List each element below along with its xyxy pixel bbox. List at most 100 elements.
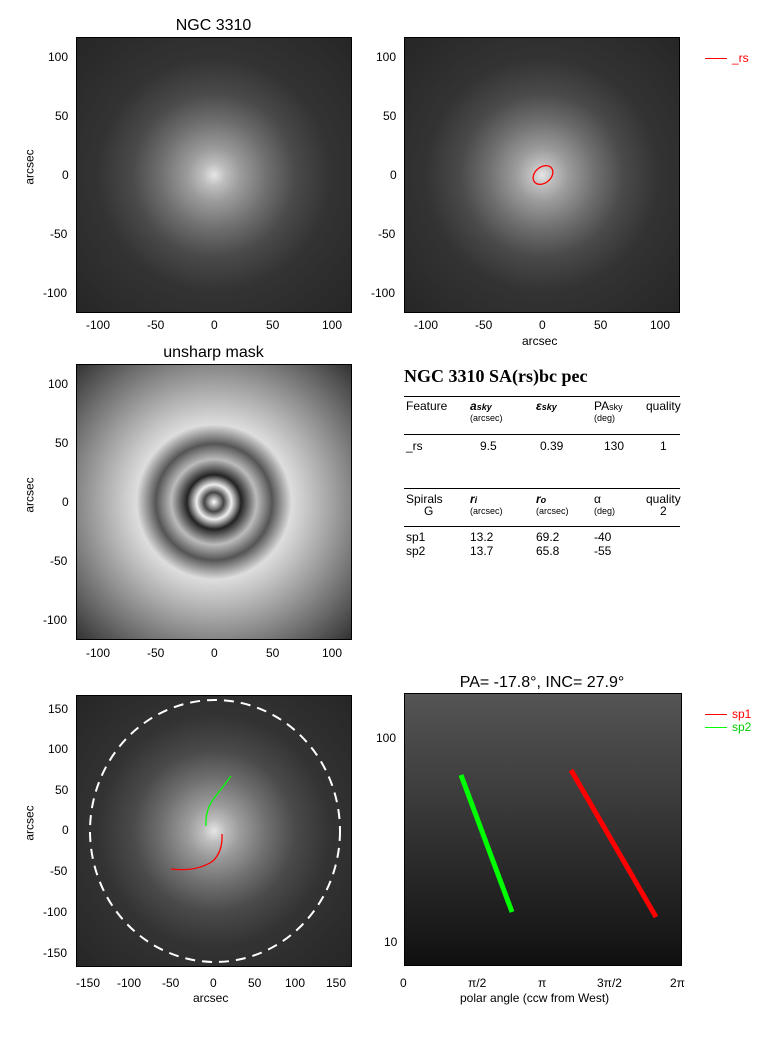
galaxy-image-panel bbox=[76, 37, 352, 313]
sp2-ri: 13.7 bbox=[470, 544, 494, 558]
top-right-xlabel: arcsec bbox=[522, 334, 558, 348]
x-tick: 100 bbox=[322, 646, 343, 660]
x-tick: -50 bbox=[475, 318, 493, 332]
x-tick: π/2 bbox=[468, 976, 487, 990]
polar-projection-panel bbox=[404, 693, 682, 966]
pa-subscript: sky bbox=[609, 402, 623, 412]
sp1-ro: 69.2 bbox=[536, 530, 560, 544]
unsharp-mask-panel bbox=[76, 364, 352, 640]
ri-symbol: r bbox=[470, 492, 475, 506]
y-tick: -50 bbox=[378, 227, 396, 241]
y-tick: 100 bbox=[376, 731, 397, 745]
x-tick: 100 bbox=[650, 318, 671, 332]
pa-inc-title: PA= -17.8°, INC= 27.9° bbox=[459, 674, 625, 691]
x-tick: 0 bbox=[539, 318, 546, 332]
spiral-overlay bbox=[89, 699, 341, 963]
feature-table: Feature asky (arcsec) εsky PAsky (deg) q… bbox=[404, 396, 681, 576]
col-header-pa: PAsky bbox=[594, 399, 623, 413]
y-tick: 0 bbox=[62, 168, 69, 182]
x-tick: 50 bbox=[266, 646, 280, 660]
x-tick: -100 bbox=[86, 646, 111, 660]
col-header-alpha: α bbox=[594, 492, 601, 506]
x-tick: -150 bbox=[76, 976, 101, 990]
sp1-fit-line bbox=[568, 768, 659, 919]
x-tick: 3π/2 bbox=[597, 976, 622, 990]
ring-a-value: 9.5 bbox=[480, 439, 497, 453]
sp2-ro: 65.8 bbox=[536, 544, 560, 558]
x-tick: 50 bbox=[266, 318, 280, 332]
a-symbol: a bbox=[470, 399, 477, 413]
unit-arcsec: (arcsec) bbox=[470, 413, 503, 423]
x-tick: -50 bbox=[162, 976, 180, 990]
spiral-arm-sp2 bbox=[205, 775, 232, 827]
ring-eps-value: 0.39 bbox=[540, 439, 564, 453]
spiral-quality-value: 2 bbox=[660, 504, 667, 518]
col-header-ri: ri bbox=[470, 492, 477, 506]
x-tick: 50 bbox=[594, 318, 608, 332]
sp1-alpha: -40 bbox=[594, 530, 612, 544]
polar-fit-overlay bbox=[458, 768, 659, 919]
ring-quality-value: 1 bbox=[660, 439, 667, 453]
unsharp-mask-title: unsharp mask bbox=[163, 344, 264, 361]
sp1-legend-label: sp1 bbox=[732, 707, 752, 721]
galaxy-ring-panel bbox=[404, 37, 680, 313]
y-tick: -100 bbox=[371, 286, 396, 300]
unit-arcsec: (arcsec) bbox=[536, 506, 569, 516]
y-tick: 100 bbox=[376, 50, 397, 64]
sp2-legend-label: sp2 bbox=[732, 720, 752, 734]
y-tick: -50 bbox=[50, 864, 68, 878]
col-header-spirals: Spirals bbox=[406, 492, 443, 506]
eps-subscript: sky bbox=[541, 402, 557, 412]
table-rule bbox=[404, 396, 680, 397]
y-tick: 0 bbox=[62, 823, 69, 837]
table-rule bbox=[404, 434, 680, 435]
x-tick: 0 bbox=[211, 646, 218, 660]
ring-pa-value: 130 bbox=[604, 439, 625, 453]
unit-deg: (deg) bbox=[594, 506, 616, 516]
sp1-legend-line bbox=[705, 714, 727, 715]
top-left-title: NGC 3310 bbox=[175, 17, 252, 34]
x-tick: -100 bbox=[86, 318, 111, 332]
bottom-left-xlabel: arcsec bbox=[193, 991, 229, 1005]
x-tick: 100 bbox=[322, 318, 343, 332]
spiral-arm-sp1 bbox=[170, 833, 223, 871]
col-header-feature: Feature bbox=[406, 399, 448, 413]
x-tick: π bbox=[538, 976, 547, 990]
sp2-alpha: -55 bbox=[594, 544, 612, 558]
ring-feature-name: _rs bbox=[406, 439, 423, 453]
y-tick: 50 bbox=[55, 436, 69, 450]
mid-left-ylabel: arcsec bbox=[22, 477, 37, 513]
bottom-right-xlabel: polar angle (ccw from West) bbox=[460, 991, 610, 1005]
top-left-ylabel: arcsec bbox=[22, 149, 37, 185]
y-tick: -50 bbox=[50, 554, 68, 568]
table-rule bbox=[404, 526, 680, 527]
x-tick: 0 bbox=[210, 976, 217, 990]
ro-symbol: r bbox=[536, 492, 541, 506]
x-tick: -100 bbox=[414, 318, 439, 332]
x-tick: 2π bbox=[670, 976, 685, 990]
deprojected-galaxy-panel bbox=[76, 695, 352, 967]
unit-arcsec: (arcsec) bbox=[470, 506, 503, 516]
sp2-fit-line bbox=[458, 774, 515, 913]
y-tick: 100 bbox=[48, 50, 69, 64]
table-rule bbox=[404, 488, 680, 489]
ri-subscript: i bbox=[474, 495, 478, 505]
x-tick: 50 bbox=[248, 976, 262, 990]
ring-legend-line bbox=[705, 58, 727, 59]
y-tick: -100 bbox=[43, 905, 68, 919]
col-header-a: asky bbox=[470, 399, 492, 413]
x-tick: 0 bbox=[211, 318, 218, 332]
spiral-class: G bbox=[424, 504, 434, 518]
ring-overlay bbox=[532, 164, 554, 186]
y-tick: 100 bbox=[48, 742, 69, 756]
y-tick: 100 bbox=[48, 377, 69, 391]
y-tick: 50 bbox=[55, 109, 69, 123]
deprojection-circle bbox=[89, 699, 341, 963]
y-tick: 0 bbox=[390, 168, 397, 182]
eps-symbol: ε bbox=[536, 399, 542, 413]
sp1-name: sp1 bbox=[406, 530, 426, 544]
galaxy-classification-heading: NGC 3310 SA(rs)bc pec bbox=[404, 366, 588, 386]
x-tick: 100 bbox=[285, 976, 306, 990]
y-tick: 10 bbox=[384, 935, 398, 949]
ring-legend-label: _rs bbox=[732, 51, 749, 65]
